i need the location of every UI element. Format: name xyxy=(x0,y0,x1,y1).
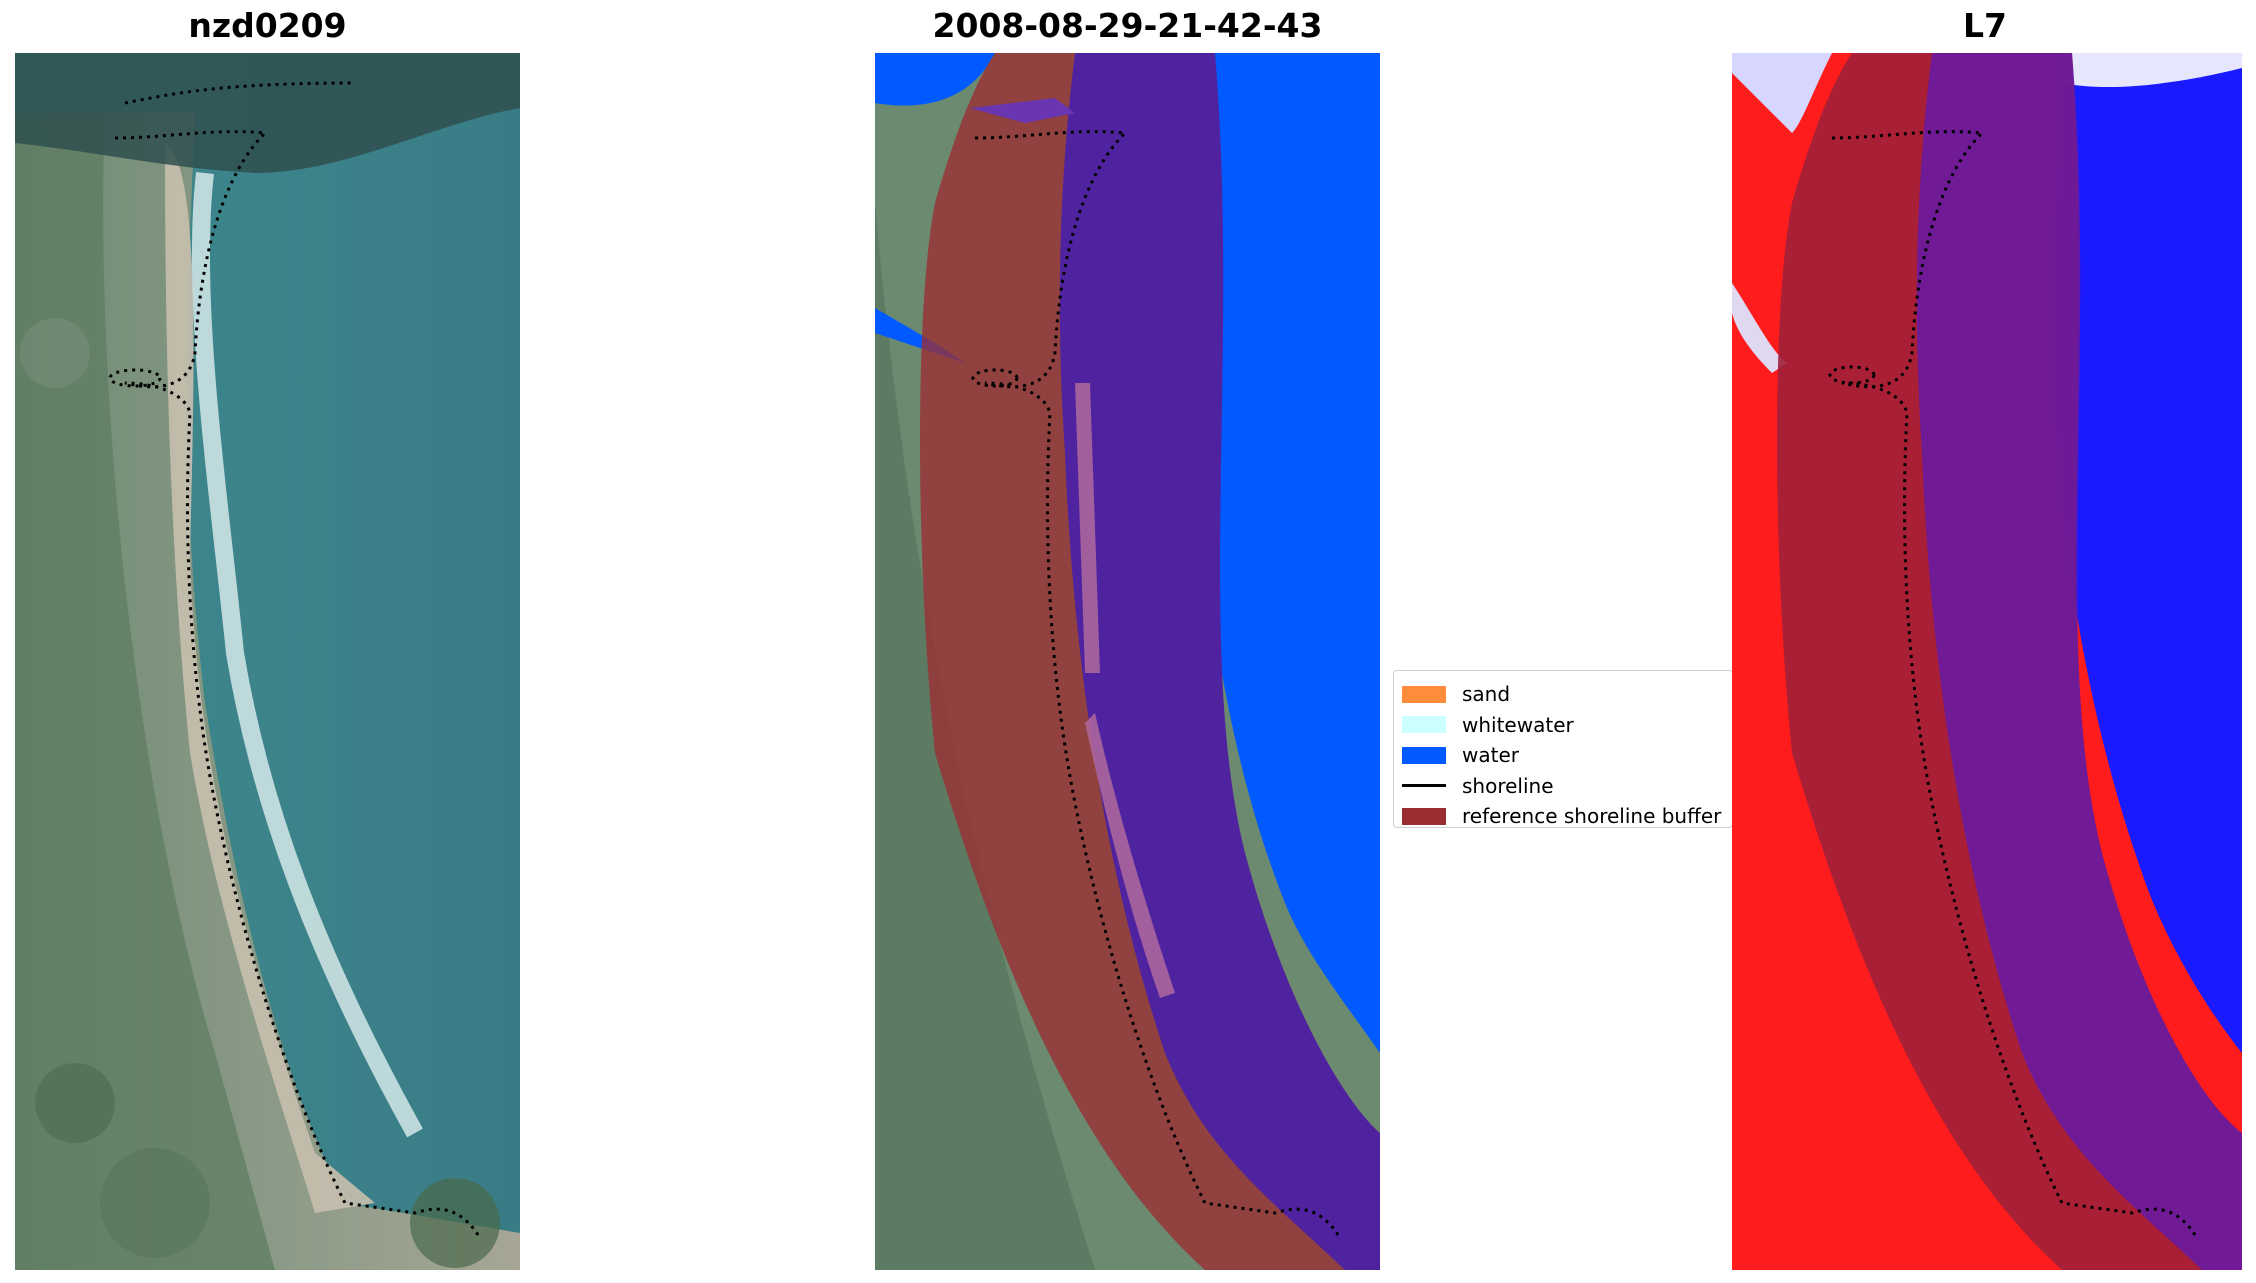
index-image xyxy=(1732,53,2242,1270)
water-swatch xyxy=(1402,746,1446,764)
buffer-over-water xyxy=(1059,53,1380,1270)
legend: sand whitewater water shoreline referenc… xyxy=(1393,670,1733,828)
classified-image-panel xyxy=(875,53,1380,1270)
index-image-panel xyxy=(1732,53,2242,1270)
legend-label: sand xyxy=(1462,682,1511,707)
panel-title-rgb: nzd0209 xyxy=(188,6,347,45)
legend-item-whitewater: whitewater xyxy=(1402,710,1732,741)
whitewater-swatch xyxy=(1402,716,1446,734)
shoreline-trace xyxy=(114,81,482,1239)
legend-item-buffer: reference shoreline buffer xyxy=(1402,801,1732,832)
sand-swatch xyxy=(1402,685,1446,703)
panel-title-index: L7 xyxy=(1963,6,2007,45)
legend-label: reference shoreline buffer xyxy=(1462,804,1722,829)
legend-item-shoreline: shoreline xyxy=(1402,771,1732,802)
legend-label: whitewater xyxy=(1462,712,1574,737)
rgb-satellite-image xyxy=(15,53,520,1270)
buffer-swatch xyxy=(1402,807,1446,825)
panel-title-classified: 2008-08-29-21-42-43 xyxy=(932,6,1323,45)
legend-item-sand: sand xyxy=(1402,679,1732,710)
rgb-image-panel xyxy=(15,53,520,1270)
legend-label: shoreline xyxy=(1462,773,1554,798)
water-class-region xyxy=(1195,53,1380,1053)
legend-label: water xyxy=(1462,743,1519,768)
legend-item-water: water xyxy=(1402,740,1732,771)
classified-image xyxy=(875,53,1380,1270)
index-water xyxy=(2052,53,2242,1053)
shoreline-line-swatch xyxy=(1402,784,1446,788)
